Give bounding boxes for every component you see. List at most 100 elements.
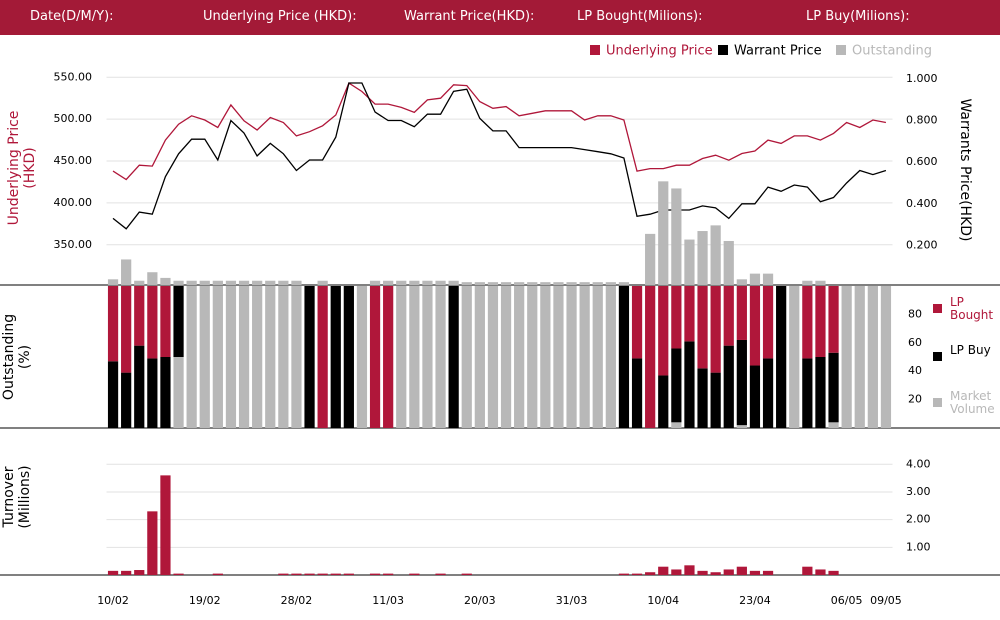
- stack-segment: [605, 286, 616, 428]
- header-label: Warrant Price(HKD):: [404, 9, 535, 24]
- header-label: Date(D/M/Y):: [30, 9, 114, 24]
- outstanding-bar: [199, 280, 210, 285]
- stack-segment: [330, 286, 341, 428]
- stack-segment: [802, 286, 813, 359]
- stack-segment: [645, 286, 656, 428]
- tick-label: 0.800: [906, 113, 938, 126]
- x-tick-label: 20/03: [464, 594, 496, 607]
- tick-label: 20: [908, 393, 922, 406]
- outstanding-bar: [566, 282, 577, 285]
- tick-label: 0.200: [906, 238, 938, 251]
- stack-segment: [527, 286, 538, 428]
- outstanding-bar: [618, 282, 630, 285]
- bar: [658, 566, 669, 575]
- legend-label: Warrant Price: [734, 44, 822, 59]
- tick-label: 1.000: [906, 72, 938, 85]
- stack-segment: [671, 422, 682, 428]
- stack-segment: [566, 286, 577, 428]
- bar: [173, 573, 184, 575]
- tick-label: 40: [908, 364, 922, 377]
- stack-segment: [736, 425, 747, 428]
- outstanding-bar: [369, 280, 381, 285]
- stack-segment: [435, 286, 446, 428]
- tick-label: 450.00: [54, 154, 93, 167]
- legend-label: Outstanding: [852, 44, 932, 59]
- bar: [631, 573, 643, 575]
- bar: [304, 573, 315, 575]
- x-tick-label: 28/02: [281, 594, 313, 607]
- bar: [749, 570, 761, 575]
- stack-segment: [278, 286, 289, 428]
- stack-segment: [684, 341, 695, 428]
- stack-segment: [762, 358, 774, 428]
- tick-label: 3.00: [906, 485, 931, 498]
- bar: [828, 570, 839, 575]
- header-label: LP Bought(Milions):: [577, 9, 703, 24]
- stack-segment: [383, 286, 394, 428]
- x-tick-label: 31/03: [556, 594, 588, 607]
- stack-segment: [658, 286, 669, 376]
- bar: [697, 570, 708, 575]
- outstanding-bar: [134, 280, 145, 285]
- stack-segment: [369, 286, 381, 428]
- legend-swatch: [590, 45, 600, 55]
- outstanding-bar: [762, 273, 774, 285]
- outstanding-bar: [684, 239, 695, 285]
- stack-segment: [723, 286, 734, 346]
- bar: [121, 570, 132, 575]
- stack-segment: [828, 286, 839, 353]
- x-tick-label: 06/05: [831, 594, 863, 607]
- outstanding-bar: [317, 280, 328, 285]
- stack-segment: [697, 368, 708, 428]
- stack-segment: [396, 286, 407, 428]
- outstanding-bar: [409, 280, 420, 285]
- stack-segment: [173, 357, 184, 428]
- outstanding-bar: [474, 282, 485, 285]
- outstanding-bar: [815, 280, 826, 285]
- outstanding-bar: [121, 259, 132, 285]
- outstanding-bar: [645, 233, 656, 285]
- y2-axis-title: Warrants Price(HKD): [957, 98, 973, 242]
- outstanding-bar: [461, 282, 472, 285]
- stack-segment: [671, 286, 682, 349]
- outstanding-bar: [605, 282, 616, 285]
- stack-segment: [828, 352, 839, 423]
- stack-segment: [658, 375, 669, 428]
- outstanding-bar: [186, 280, 197, 285]
- stack-segment: [225, 286, 237, 428]
- tick-label: 0.400: [906, 197, 938, 210]
- bar: [736, 566, 747, 575]
- outstanding-bar: [736, 279, 747, 285]
- outstanding-bar: [592, 282, 603, 285]
- stack-segment: [514, 286, 525, 428]
- stack-segment: [147, 358, 158, 428]
- stack-segment: [107, 286, 119, 362]
- bar: [645, 572, 656, 575]
- tick-label: 4.00: [906, 457, 931, 470]
- stack-segment: [867, 286, 878, 428]
- outstanding-bar: [107, 279, 119, 285]
- y-axis-title: Outstanding (%): [1, 313, 33, 401]
- bar: [802, 566, 813, 575]
- outstanding-bar: [749, 273, 761, 285]
- outstanding-bar: [802, 280, 813, 285]
- stack-segment: [474, 286, 485, 428]
- outstanding-bar: [671, 188, 682, 285]
- stack-segment: [631, 358, 643, 428]
- legend-swatch: [933, 352, 942, 361]
- tick-label: 80: [908, 307, 922, 320]
- stack-segment: [579, 286, 590, 428]
- stack-segment: [671, 348, 682, 423]
- x-tick-label: 23/04: [739, 594, 771, 607]
- bar: [134, 570, 145, 575]
- y-axis-title: Turnover (Millions): [1, 465, 33, 529]
- stack-segment: [252, 286, 263, 428]
- bar: [762, 570, 774, 575]
- bar: [317, 573, 328, 575]
- bar: [684, 565, 695, 575]
- header-bar: Date(D/M/Y): Underlying Price (HKD): War…: [0, 0, 1000, 35]
- outstanding-bar: [396, 280, 407, 285]
- outstanding-bar: [212, 280, 223, 285]
